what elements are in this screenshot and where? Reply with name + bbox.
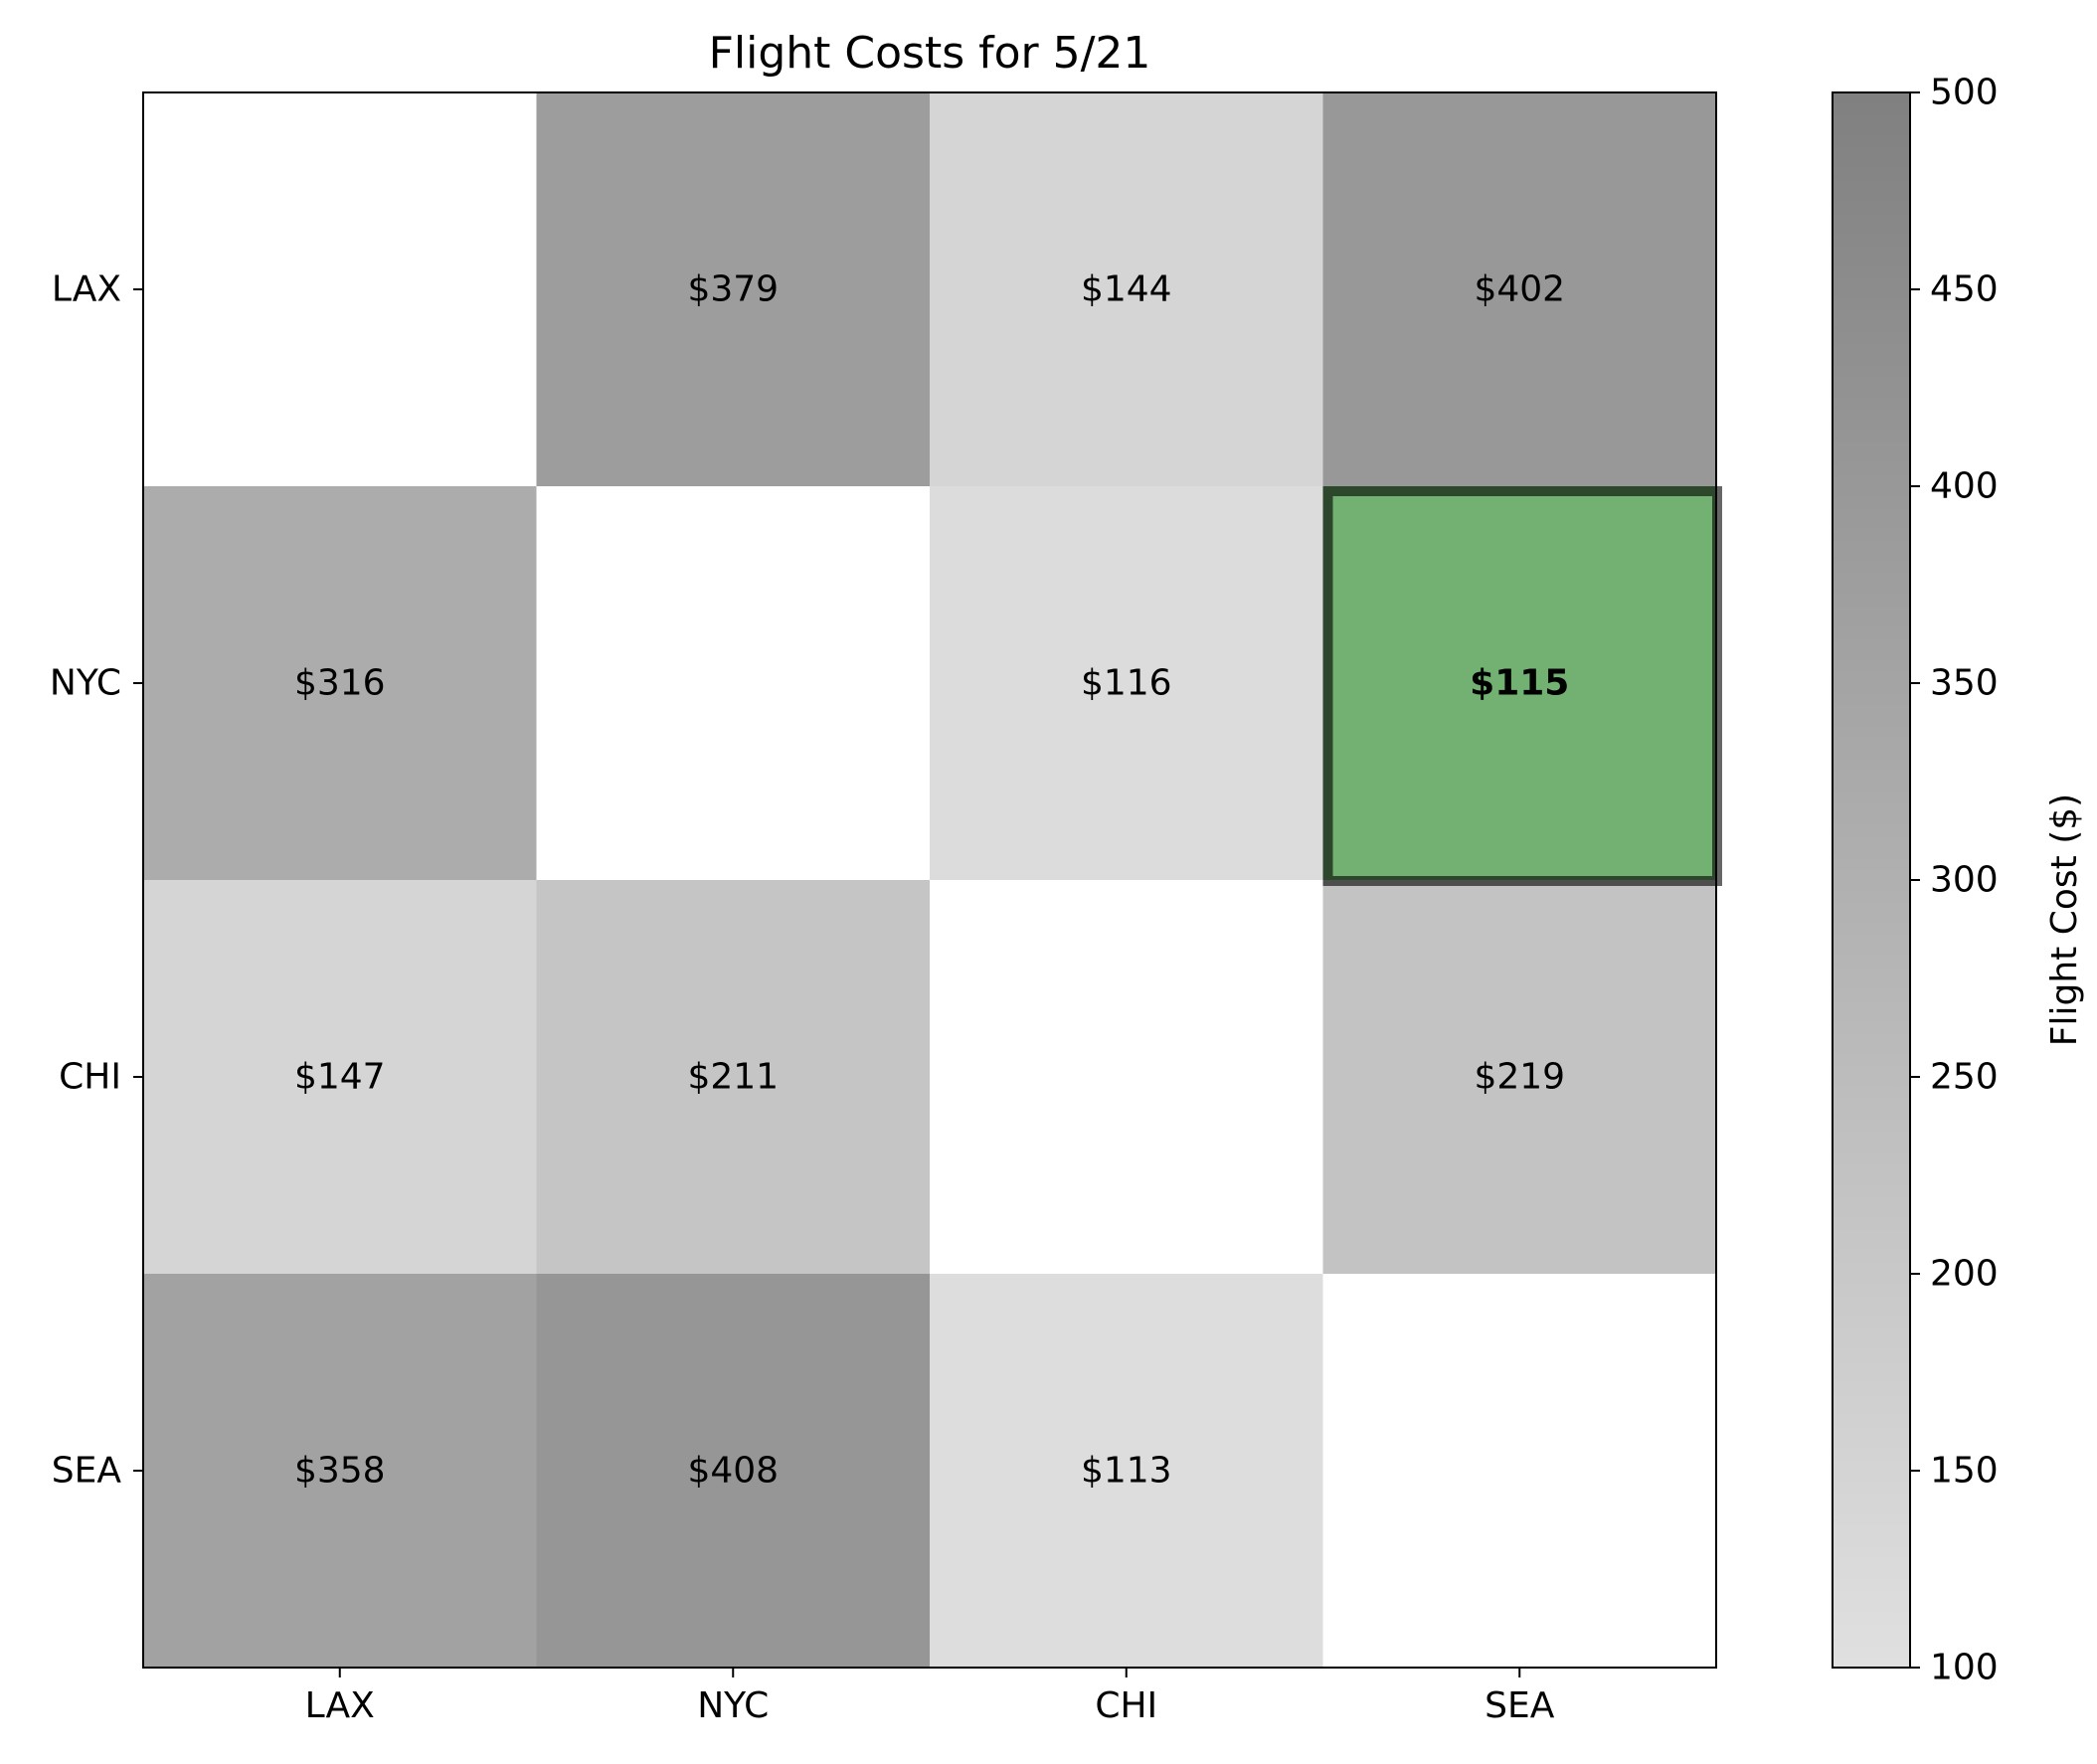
heatmap-cell-r0-c1 — [536, 92, 931, 487]
heatmap-cells — [143, 92, 1722, 1669]
chart-title: Flight Costs for 5/21 — [709, 28, 1151, 79]
heatmap-cell-r2-c0 — [143, 880, 537, 1275]
heatmap-cell-r1-c3 — [1322, 486, 1717, 881]
x-tick-label-nyc: NYC — [697, 1685, 769, 1726]
x-tick-label-sea: SEA — [1485, 1685, 1555, 1726]
heatmap-cell-r3-c0 — [143, 1274, 537, 1669]
y-tick-label-lax: LAX — [52, 269, 121, 310]
heatmap-cell-r3-c3 — [1322, 1274, 1717, 1669]
colorbar-tick-label-200: 200 — [1930, 1254, 1999, 1295]
colorbar-tick-label-100: 100 — [1930, 1648, 1999, 1688]
cell-label-r0-c2: $144 — [1081, 269, 1172, 310]
plot-frame — [142, 91, 1717, 1669]
cell-label-r1-c0: $316 — [294, 663, 386, 704]
heatmap-cell-r2-c3 — [1322, 880, 1717, 1275]
colorbar-label: Flight Cost ($) — [2044, 794, 2085, 1046]
colorbar-gradient — [1832, 91, 1911, 1669]
colorbar-tick-label-500: 500 — [1930, 73, 1999, 113]
heatmap-cell-r0-c0 — [143, 92, 537, 487]
x-tick-label-lax: LAX — [305, 1685, 375, 1726]
cell-label-r1-c3: $115 — [1470, 663, 1569, 704]
cell-label-r0-c3: $402 — [1474, 269, 1565, 310]
colorbar-tick-label-250: 250 — [1930, 1057, 1999, 1098]
heatmap-cell-r0-c2 — [930, 92, 1323, 487]
heatmap-cell-r3-c2 — [930, 1274, 1323, 1669]
heatmap-cell-r0-c3 — [1322, 92, 1717, 487]
cell-label-r2-c1: $211 — [687, 1057, 779, 1098]
heatmap-cell-r1-c1 — [536, 486, 931, 881]
heatmap-cell-r1-c0 — [143, 486, 537, 881]
cell-label-r3-c1: $408 — [687, 1451, 779, 1492]
cell-label-r3-c0: $358 — [294, 1451, 386, 1492]
colorbar-tick-label-350: 350 — [1930, 663, 1999, 704]
colorbar: 100 150 200 250 300 350 400 450 500 — [1832, 73, 1999, 1688]
cell-labels: $379 $144 $402 $316 $116 $115 $147 $211 $219 $358… — [294, 269, 1569, 1492]
cell-label-r2-c0: $147 — [294, 1057, 386, 1098]
cell-label-r2-c3: $219 — [1474, 1057, 1565, 1098]
axes: LAX NYC CHI SEA LAX NYC CHI SEA — [50, 91, 1717, 1726]
y-tick-label-nyc: NYC — [50, 663, 121, 704]
y-tick-label-chi: CHI — [59, 1057, 121, 1098]
y-tick-label-sea: SEA — [52, 1451, 122, 1492]
cell-label-r3-c2: $113 — [1081, 1451, 1172, 1492]
heatmap-cell-r2-c1 — [536, 880, 931, 1275]
cell-label-r1-c2: $116 — [1081, 663, 1172, 704]
colorbar-tick-label-150: 150 — [1930, 1451, 1999, 1492]
heatmap-cell-r3-c1 — [536, 1274, 931, 1669]
heatmap-cell-r1-c2 — [930, 486, 1323, 881]
colorbar-tick-label-400: 400 — [1930, 466, 1999, 507]
cell-label-r0-c1: $379 — [687, 269, 779, 310]
x-tick-label-chi: CHI — [1095, 1685, 1157, 1726]
heatmap-cell-r2-c2 — [930, 880, 1323, 1275]
colorbar-tick-label-300: 300 — [1930, 860, 1999, 901]
colorbar-tick-label-450: 450 — [1930, 269, 1999, 310]
